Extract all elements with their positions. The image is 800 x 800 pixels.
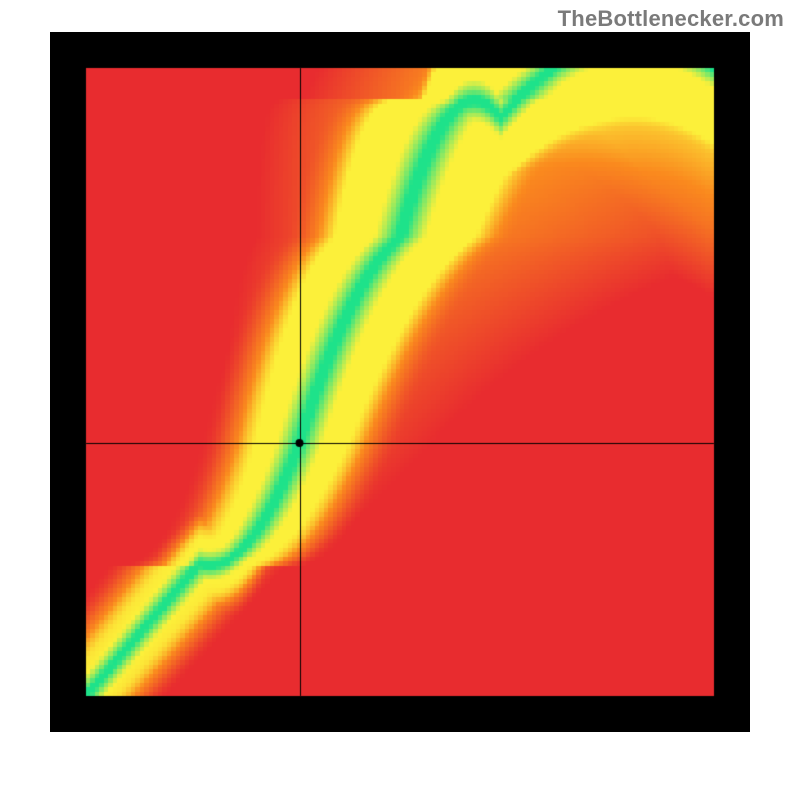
watermark-text: TheBottlenecker.com	[558, 6, 784, 32]
heatmap-canvas	[50, 32, 750, 732]
chart-container: TheBottlenecker.com	[0, 0, 800, 800]
